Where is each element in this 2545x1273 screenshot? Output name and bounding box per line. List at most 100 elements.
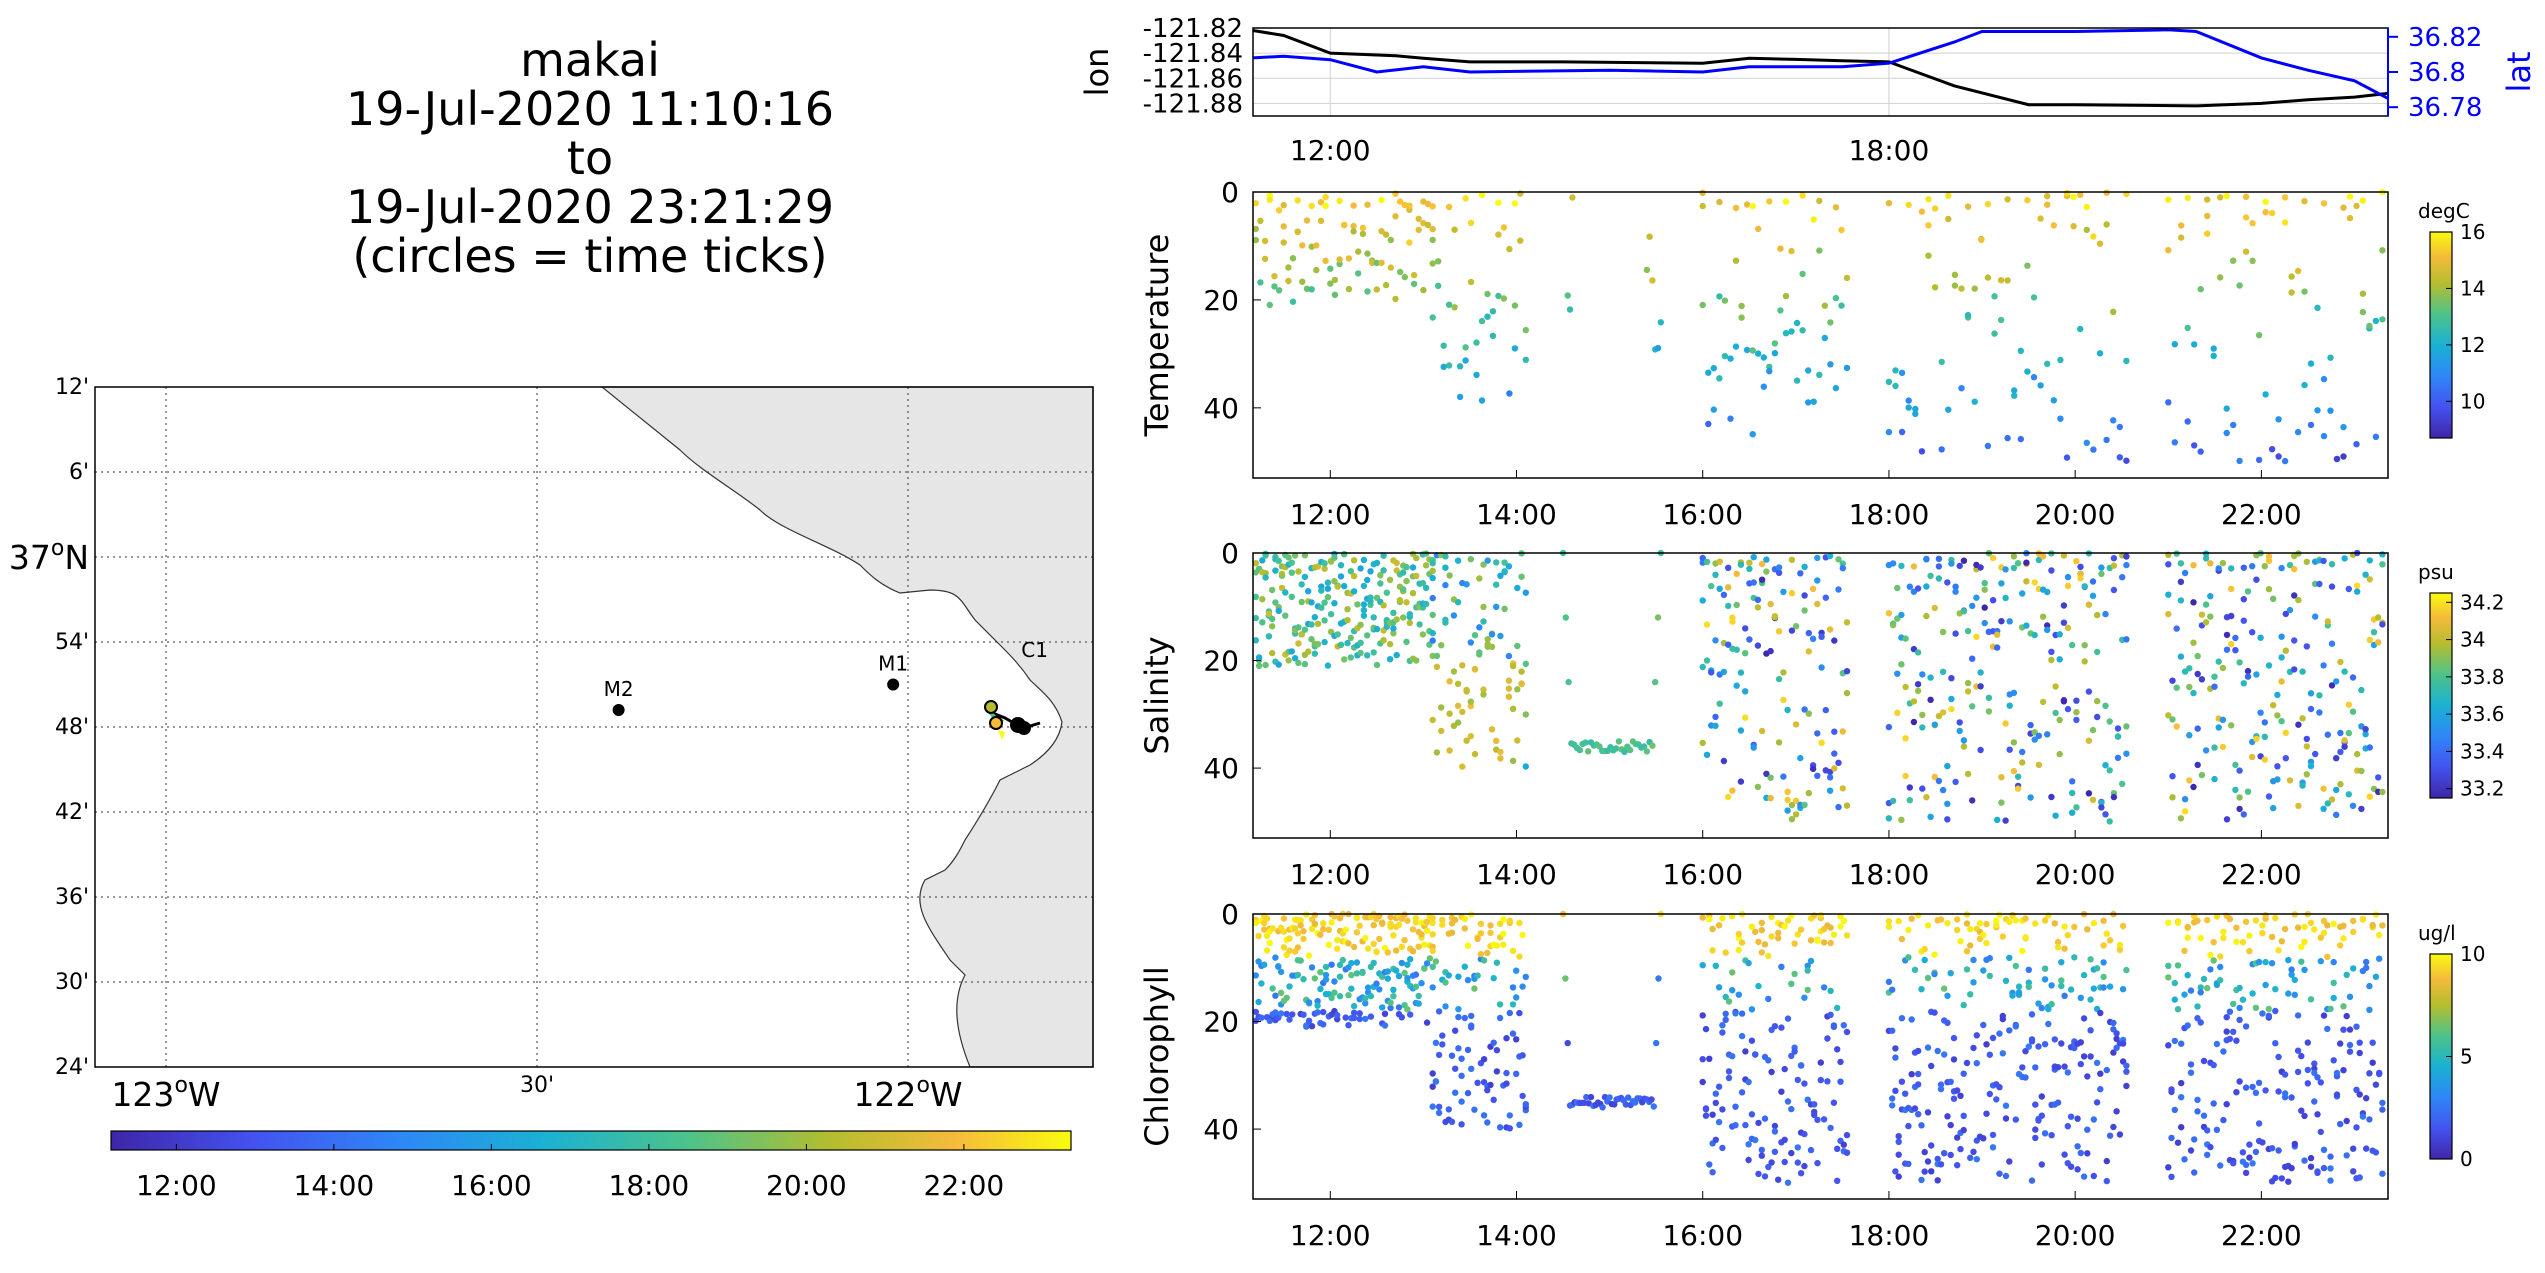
data-point — [1493, 603, 1500, 610]
data-point — [1952, 583, 1959, 590]
data-point — [1843, 1149, 1851, 1156]
data-point — [1758, 727, 1766, 735]
data-point — [1314, 563, 1322, 570]
data-point — [1733, 570, 1740, 577]
data-point — [1490, 1096, 1497, 1104]
data-point — [1727, 355, 1734, 362]
data-point — [2255, 1120, 2263, 1127]
data-point — [2044, 626, 2051, 634]
data-point — [1519, 1092, 1526, 1100]
data-point — [2285, 990, 2292, 997]
station-marker — [612, 704, 625, 716]
data-point — [1255, 662, 1263, 669]
lat-tick-label: 36.8 — [2408, 58, 2466, 88]
data-point — [1297, 922, 1304, 929]
data-point — [1944, 920, 1951, 927]
data-point — [2379, 788, 2386, 796]
data-point — [2244, 667, 2252, 675]
data-point — [1350, 1002, 1358, 1010]
data-point — [2239, 996, 2247, 1003]
data-point — [1505, 652, 1513, 660]
data-point — [2275, 1053, 2282, 1061]
data-point — [1269, 985, 1276, 992]
data-point — [1345, 940, 1352, 947]
data-point — [2113, 1108, 2120, 1115]
data-point — [2272, 1174, 2279, 1182]
time-tick-circle — [989, 716, 1003, 730]
data-point — [1799, 192, 1806, 199]
data-point — [1834, 1004, 1841, 1012]
data-point — [1742, 650, 1749, 657]
data-point — [1898, 428, 1906, 436]
map-lat-tick: 12' — [55, 375, 89, 400]
data-point — [1935, 777, 1943, 785]
data-point — [1755, 938, 1762, 945]
data-point — [2184, 418, 2191, 425]
data-point — [1429, 1083, 1436, 1090]
data-point — [2246, 1154, 2253, 1161]
data-point — [2090, 1116, 2097, 1123]
data-point — [2301, 938, 2308, 945]
data-point — [1921, 956, 1928, 964]
data-point — [2295, 721, 2302, 728]
data-point — [1742, 714, 1749, 721]
data-point — [1755, 1170, 1762, 1178]
data-point — [1805, 629, 1813, 637]
data-point — [1445, 362, 1453, 369]
data-point — [1439, 1032, 1446, 1039]
data-point — [1435, 1103, 1443, 1111]
data-point — [2353, 202, 2360, 210]
data-point — [2213, 1126, 2221, 1134]
data-point — [1446, 572, 1453, 579]
colorbar-tick-label: 5 — [2460, 1045, 2473, 1069]
data-point — [1379, 973, 1386, 980]
data-point — [1497, 572, 1504, 579]
data-point — [1252, 200, 1260, 207]
data-point — [1754, 604, 1762, 611]
data-point — [2340, 1026, 2347, 1033]
data-point — [1522, 589, 1530, 596]
data-point — [1429, 611, 1436, 619]
data-point — [2366, 744, 2373, 751]
data-point — [1429, 1103, 1436, 1110]
data-point — [1461, 1014, 1469, 1022]
data-point — [1742, 625, 1749, 632]
data-point — [1997, 316, 2005, 324]
data-point — [2022, 934, 2029, 941]
data-point — [1269, 925, 1276, 932]
data-point — [2307, 762, 2315, 770]
data-point — [2275, 453, 2282, 460]
data-point — [1503, 1035, 1510, 1042]
data-point — [1370, 959, 1377, 967]
title-line-1: makai — [520, 33, 660, 87]
data-point — [1576, 746, 1584, 754]
data-point — [1265, 633, 1273, 640]
data-point — [1989, 597, 1997, 604]
data-point — [2226, 1035, 2234, 1043]
map-lon-tick: 30' — [520, 1073, 554, 1098]
data-point — [1370, 940, 1377, 947]
data-point — [1937, 916, 1945, 923]
x-tick-label: 18:00 — [1849, 498, 1930, 531]
data-point — [1429, 1070, 1436, 1077]
data-point — [2265, 662, 2273, 669]
data-point — [1297, 917, 1304, 924]
data-point — [2324, 922, 2331, 929]
y-tick-label: 0 — [1221, 898, 1239, 931]
data-point — [1433, 749, 1441, 756]
data-point — [1353, 929, 1361, 936]
data-point — [1816, 371, 1823, 378]
data-point — [2119, 1040, 2127, 1047]
data-point — [2375, 774, 2382, 781]
data-point — [1301, 573, 1309, 581]
data-point — [2255, 332, 2263, 339]
data-point — [2123, 357, 2130, 365]
data-point — [1511, 302, 1519, 309]
data-point — [1305, 588, 1312, 595]
data-point — [1898, 661, 1905, 668]
data-point — [2102, 610, 2109, 618]
colorbar-tick-label: 18:00 — [609, 1169, 690, 1202]
data-point — [1612, 745, 1620, 752]
data-point — [1732, 1010, 1739, 1017]
